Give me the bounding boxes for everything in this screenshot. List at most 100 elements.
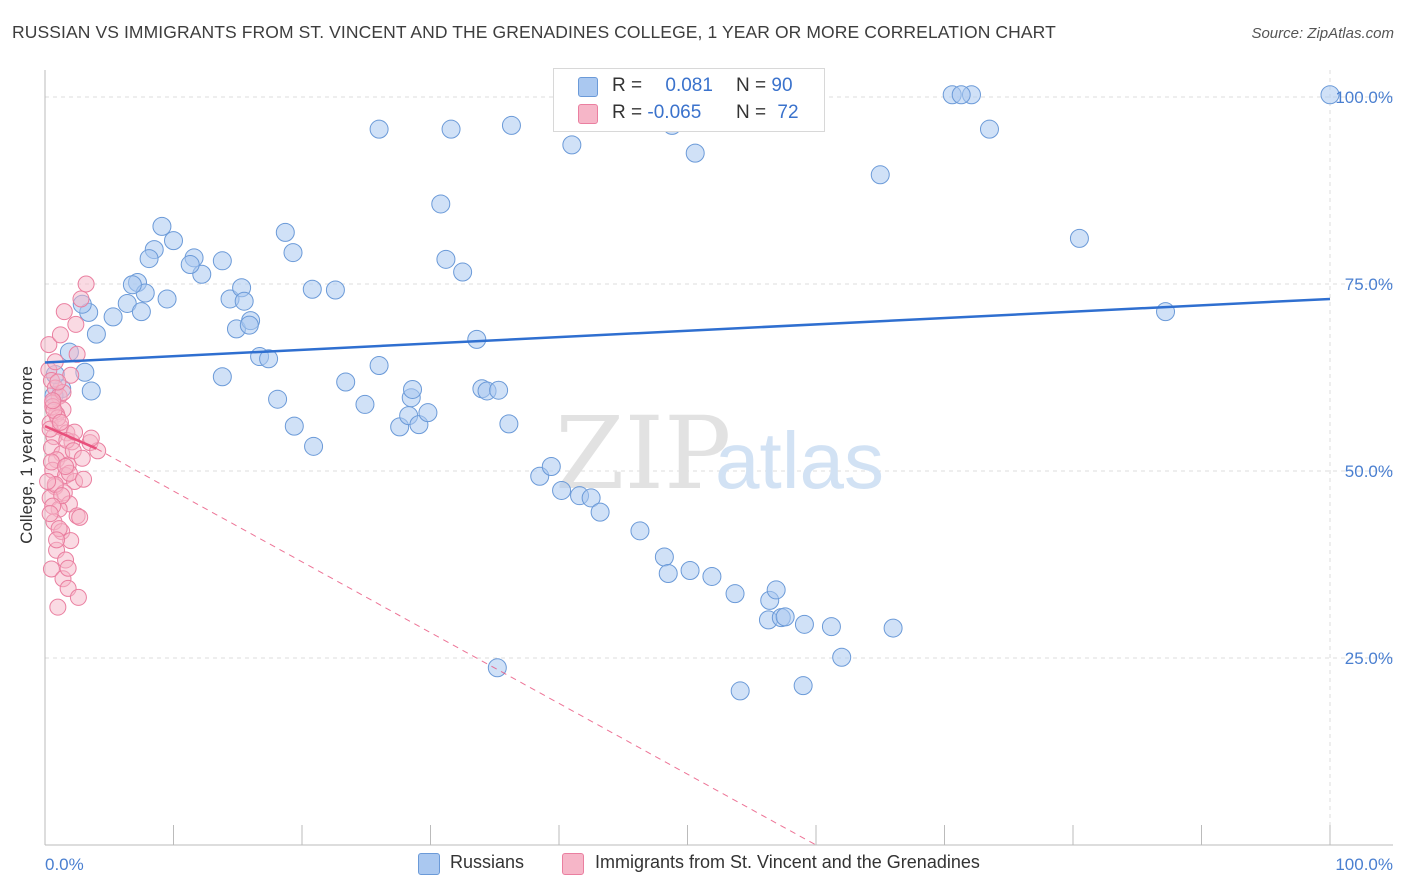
immigrants-point [49,373,67,391]
russians-point [499,414,519,434]
russians-r-value: 0.081 [665,75,713,96]
russians-legend-swatch [418,853,440,875]
immigrants-point [51,413,69,431]
immigrants-point [62,532,80,550]
russians-trend-line [44,297,1331,364]
immigrants-point [57,458,75,476]
russians-point [581,488,601,508]
immigrants-swatch [578,104,598,124]
immigrants-point [48,531,66,549]
watermark-atlas: atlas [715,416,884,505]
russians-point [268,389,288,409]
russians-point [702,566,722,586]
russians-point [590,502,610,522]
immigrants-point [68,345,86,363]
russians-point [283,243,303,263]
russians-point [487,658,507,678]
russians-point [630,521,650,541]
series-legend: Russians Immigrants from St. Vincent and… [0,850,1406,878]
russians-point [725,584,745,604]
n-label: N = [736,102,767,123]
russians-point [775,607,795,627]
russians-point [336,372,356,392]
immigrants-point [42,560,60,578]
russians-point [369,119,389,139]
russians-point [441,119,461,139]
n-label: N = [736,75,767,96]
russians-point [794,614,814,634]
immigrants-point [49,598,67,616]
russians-point [766,580,786,600]
immigrants-point [59,559,77,577]
immigrants-point [42,453,60,471]
russians-point [883,618,903,638]
immigrants-points [39,275,107,616]
russians-point [239,315,259,335]
russians-point [680,560,700,580]
russians-point [157,289,177,309]
immigrants-point [67,315,85,333]
russians-point [131,302,151,322]
russians-point [164,231,183,251]
russians-point [453,262,473,282]
russians-point [685,143,705,163]
chart-title: RUSSIAN VS IMMIGRANTS FROM ST. VINCENT A… [12,22,1056,42]
correlation-legend: R = 0.081 N = 90 R = -0.065 N = 72 [553,68,825,132]
gridlines [45,70,1393,845]
russians-swatch [578,77,598,97]
immigrants-trend-line [44,424,97,450]
immigrants-point [44,392,62,410]
russians-point [1156,302,1176,322]
x-tick-label: 100.0% [1335,855,1393,874]
russians-point [489,380,509,400]
immigrants-point [72,290,90,308]
trend-lines [44,297,1331,846]
russians-point [979,119,999,139]
y-tick-label: 75.0% [1345,275,1393,294]
russians-point [369,356,389,376]
russians-point [832,647,852,667]
immigrants-point [40,336,58,354]
russians-point [234,291,254,311]
russians-legend-label: Russians [450,852,525,872]
r-label: R = [612,75,643,96]
immigrants-point [51,326,69,344]
immigrants-r-value: -0.065 [647,102,702,123]
russians-point [259,349,279,369]
russians-point [658,563,678,583]
immigrants-point [55,303,73,321]
russians-point [821,617,841,637]
y-tick-label: 25.0% [1345,649,1393,668]
russians-point [418,403,438,423]
russians-point [180,255,200,275]
r-label: R = [612,102,643,123]
immigrants-point [77,275,95,293]
russians-point [81,381,101,401]
russians-point [304,436,324,456]
russians-point [951,85,971,105]
russians-point [552,480,572,500]
russians-point [562,135,582,155]
russians-point [355,394,375,414]
russians-point [284,416,304,436]
immigrants-legend-swatch [562,853,584,875]
russians-point [870,165,890,185]
russians-point [1069,228,1089,248]
immigrants-point [75,470,93,488]
watermark: ZIP atlas [555,395,884,512]
russians-point [467,329,487,349]
immigrants-n-value: 72 [777,102,799,123]
russians-point [793,676,813,696]
immigrants-point [39,472,57,490]
russians-point [541,457,561,477]
russians-point [654,547,674,567]
russians-point [730,681,750,701]
immigrants-legend-label: Immigrants from St. Vincent and the Gren… [595,852,980,872]
russians-point [403,379,423,399]
tick-labels: 25.0% 50.0% 75.0% 100.0% 0.0% 100.0% [45,88,1393,874]
immigrants-point [73,449,91,467]
russians-point [436,249,456,269]
russians-point [117,293,137,313]
russians-point [501,115,521,135]
